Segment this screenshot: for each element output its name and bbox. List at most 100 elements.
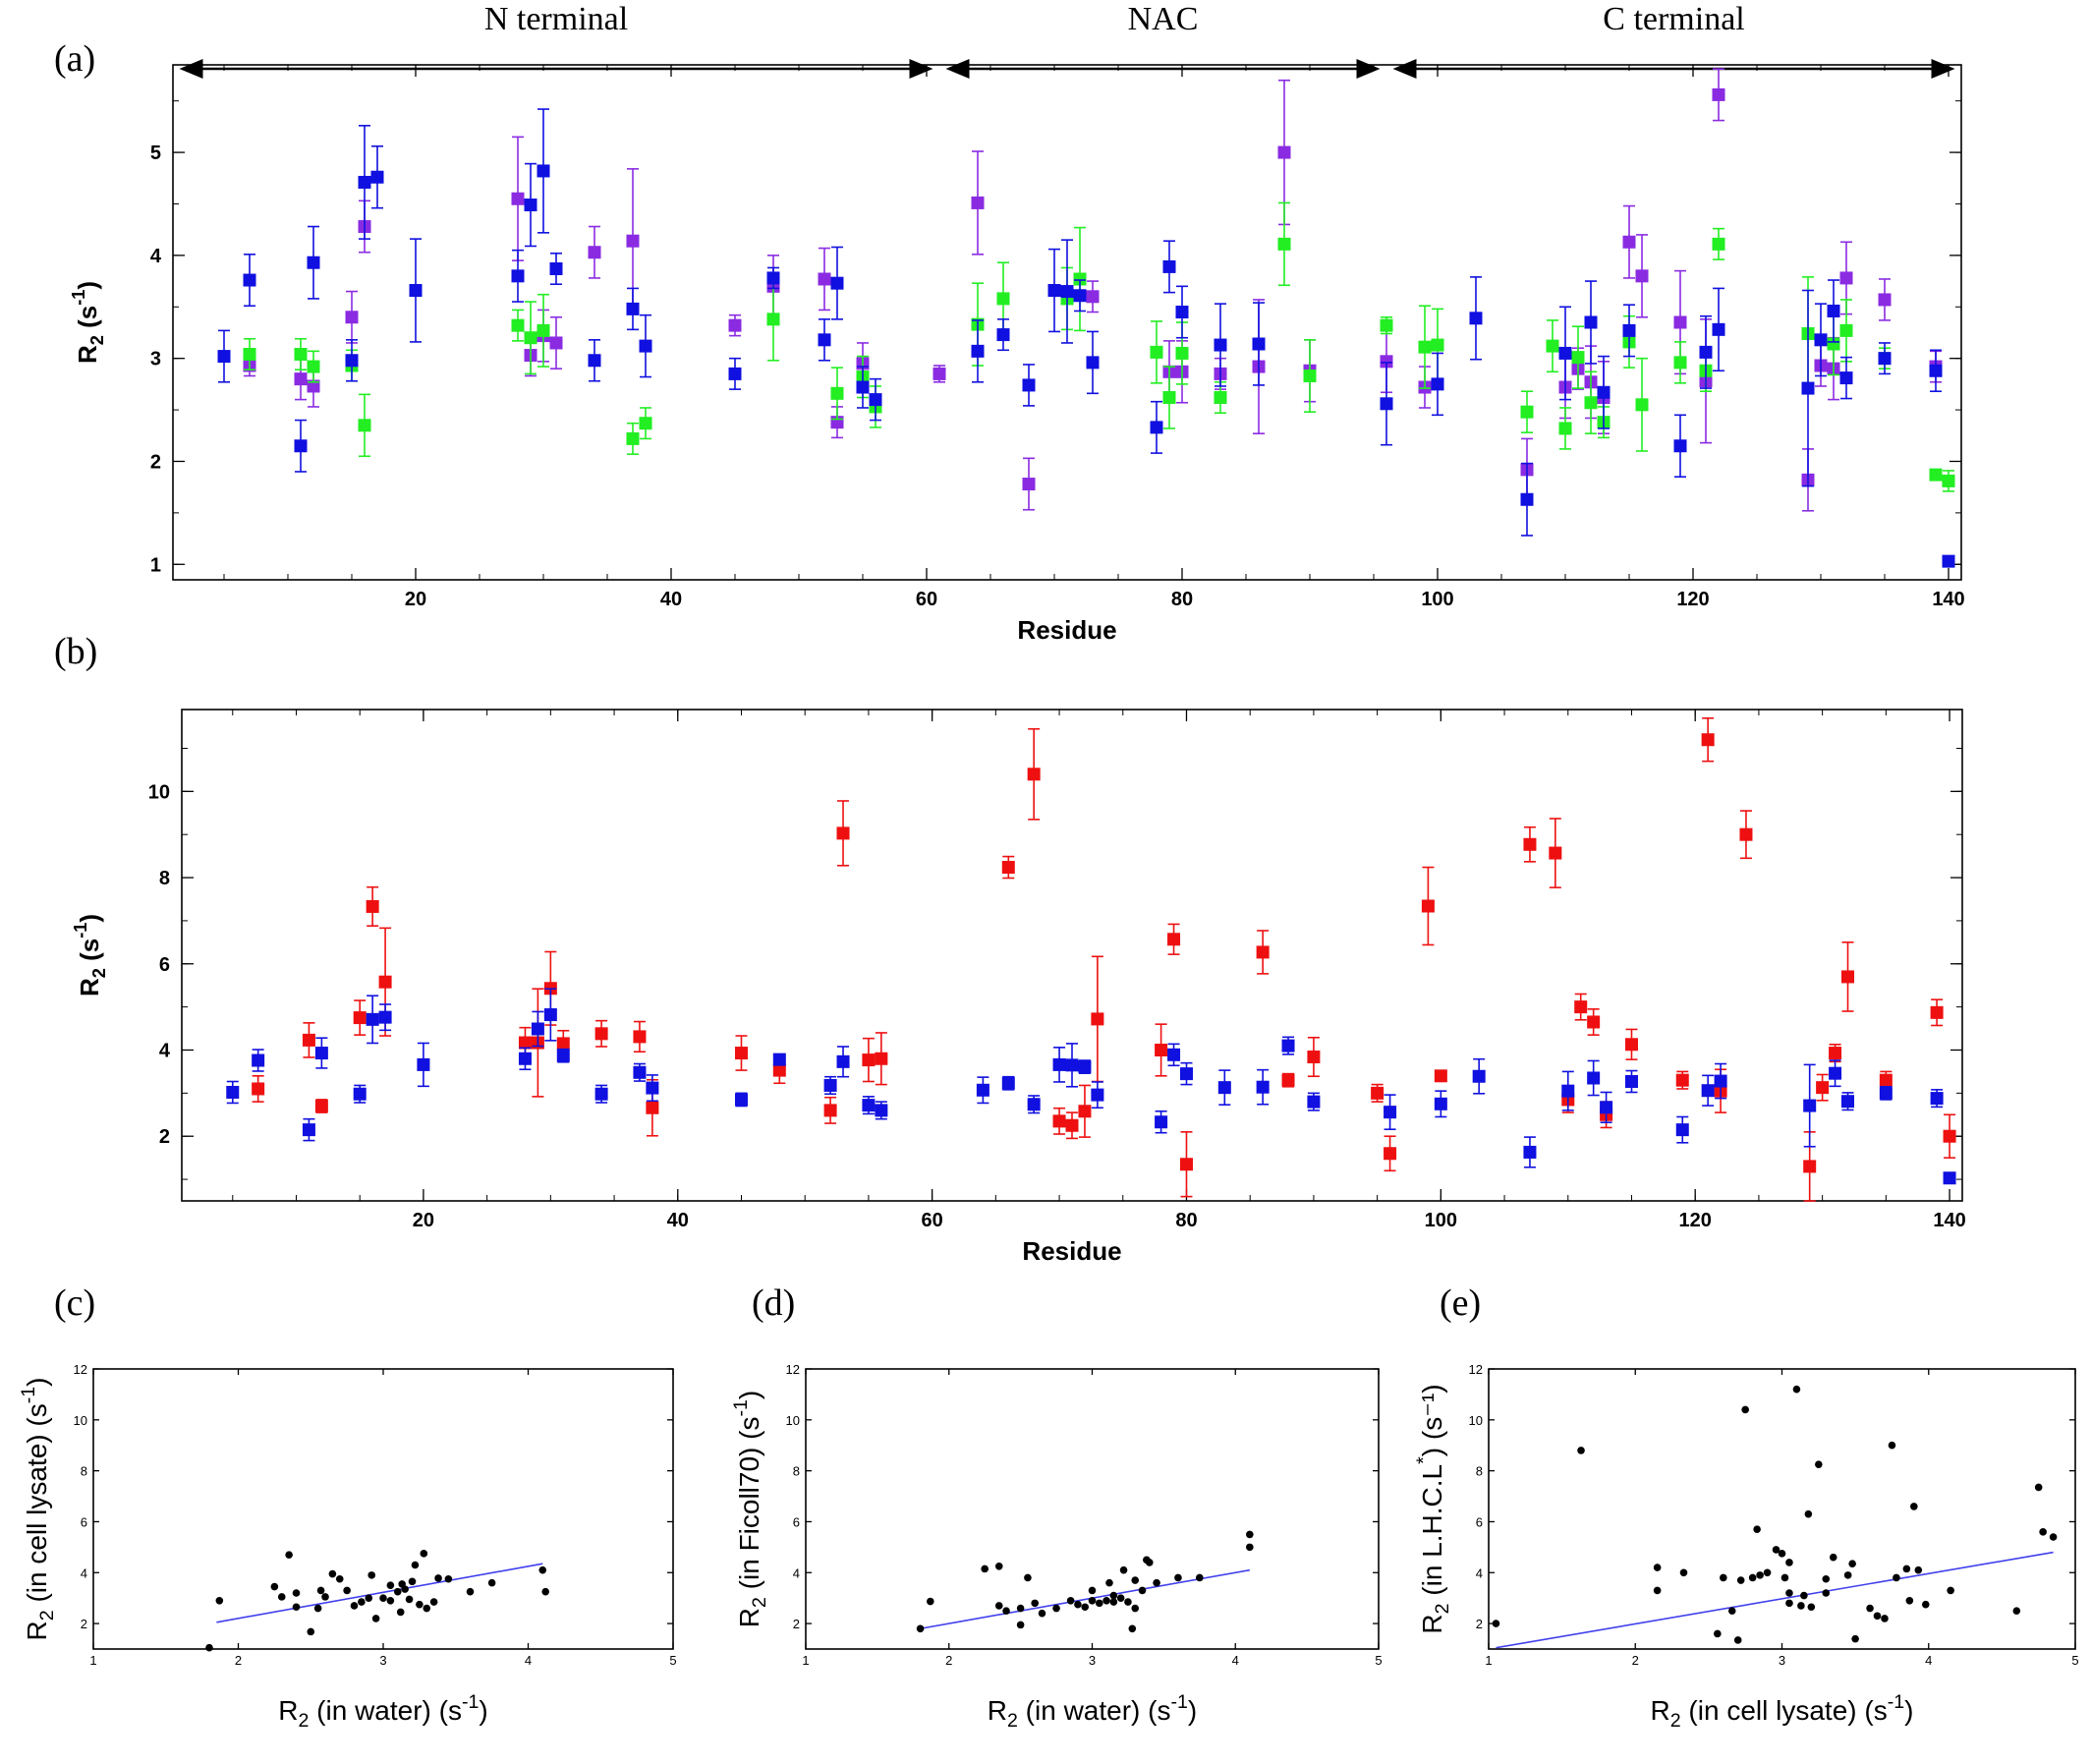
data-point: [292, 1603, 301, 1612]
data-point: [307, 1627, 315, 1636]
data-point-red: [353, 1011, 367, 1025]
data-point-blue: [1943, 1171, 1956, 1185]
data-point-green: [1150, 345, 1163, 359]
data-point-blue: [556, 1049, 570, 1062]
data-point-blue: [1150, 421, 1163, 434]
data-point: [429, 1598, 438, 1606]
y-tick-label: 2: [793, 1617, 800, 1631]
data-point-blue: [1814, 333, 1828, 347]
data-point: [1577, 1447, 1585, 1454]
data-point-green: [1418, 340, 1432, 354]
data-point-blue: [345, 354, 359, 368]
data-point: [1763, 1568, 1772, 1577]
x-tick-label: 60: [922, 1210, 943, 1231]
data-point: [408, 1577, 417, 1586]
x-tick-label: 40: [660, 589, 682, 610]
data-point-green: [1277, 237, 1291, 251]
region-label: C terminal: [1603, 1, 1744, 37]
data-point-blue: [409, 284, 423, 298]
data-point: [994, 1602, 1003, 1610]
data-point-purple: [1277, 145, 1291, 159]
data-point: [1031, 1599, 1039, 1608]
panel-a-letter: (a): [54, 38, 95, 80]
data-point: [1848, 1560, 1856, 1568]
data-point: [1146, 1559, 1154, 1566]
data-point: [1804, 1509, 1813, 1518]
data-point-green: [294, 347, 308, 361]
y-tick-label: 6: [1476, 1514, 1483, 1529]
data-point-blue: [1214, 338, 1227, 352]
data-point-red: [1549, 846, 1562, 860]
data-point: [1116, 1594, 1125, 1602]
data-point-blue: [1673, 439, 1687, 453]
data-point-green: [1175, 346, 1189, 360]
data-point: [1052, 1604, 1060, 1613]
data-point-red: [1078, 1105, 1092, 1118]
data-point-blue: [639, 339, 652, 353]
data-point-red: [1421, 899, 1435, 913]
data-point: [541, 1587, 549, 1596]
data-point: [1128, 1624, 1137, 1633]
data-point-red: [1574, 1000, 1588, 1014]
x-tick-label: 20: [413, 1210, 434, 1231]
data-point-blue: [1561, 1084, 1575, 1098]
data-point-purple: [1086, 290, 1100, 304]
fit-line: [1496, 1551, 2054, 1649]
data-point: [1246, 1543, 1254, 1552]
x-tick-label: 3: [379, 1653, 386, 1668]
data-point-blue: [1307, 1095, 1321, 1109]
data-point: [1124, 1598, 1132, 1606]
data-point-blue: [1929, 364, 1943, 377]
data-point-blue: [1839, 371, 1853, 385]
data-point-blue: [366, 1012, 379, 1026]
data-point-red: [1434, 1069, 1447, 1083]
panel-b-chart: 20 40 60 80 100 120 140 2 4 6 8 10 Residue R2 (s-1): [71, 709, 1966, 1266]
data-point-blue: [217, 350, 231, 364]
plot-frame: [805, 1368, 1380, 1650]
data-point: [1138, 1586, 1147, 1595]
data-point-red: [1167, 933, 1181, 946]
data-point-green: [1929, 468, 1943, 482]
x-axis-title: R2 (in cell lysate) (s-1): [1651, 1691, 1914, 1732]
data-point-blue: [378, 1010, 392, 1024]
data-point: [1748, 1573, 1757, 1582]
plot-frame: [1488, 1368, 2076, 1650]
data-point-blue: [766, 271, 780, 285]
data-point: [215, 1596, 224, 1605]
data-point: [423, 1604, 431, 1613]
data-point-blue: [302, 1123, 315, 1137]
data-point: [466, 1587, 475, 1596]
data-point-green: [537, 323, 550, 337]
data-point-blue: [1217, 1081, 1231, 1095]
data-point-blue: [1281, 1039, 1295, 1053]
x-tick-label: 3: [1089, 1653, 1096, 1668]
y-tick-label: 10: [1469, 1413, 1483, 1428]
data-point: [1727, 1607, 1736, 1615]
data-point-green: [1380, 318, 1393, 332]
data-point: [328, 1569, 337, 1578]
data-point-blue: [226, 1085, 240, 1099]
data-point-blue: [549, 262, 563, 276]
data-point: [401, 1585, 409, 1593]
x-axis-title: R2 (in water) (s-1): [278, 1691, 487, 1732]
y-tick-label: 2: [150, 451, 161, 473]
data-point: [1736, 1576, 1745, 1584]
data-point: [1741, 1405, 1749, 1414]
y-tick-label: 12: [74, 1362, 87, 1377]
data-point-red: [1739, 827, 1753, 841]
data-point: [1756, 1571, 1764, 1579]
data-point-blue: [1073, 289, 1087, 303]
data-point-blue: [836, 1054, 850, 1068]
x-tick-label: 120: [1679, 1210, 1712, 1231]
data-point-blue: [1179, 1067, 1193, 1081]
data-point: [1246, 1530, 1254, 1539]
data-point-red: [1256, 945, 1270, 959]
data-point: [350, 1602, 359, 1610]
data-point: [1024, 1573, 1032, 1582]
data-point-red: [1943, 1129, 1956, 1143]
data-point: [1902, 1565, 1911, 1573]
data-point-red: [823, 1104, 837, 1117]
data-point: [2049, 1533, 2058, 1541]
data-point-blue: [511, 269, 525, 283]
data-point: [270, 1582, 279, 1591]
